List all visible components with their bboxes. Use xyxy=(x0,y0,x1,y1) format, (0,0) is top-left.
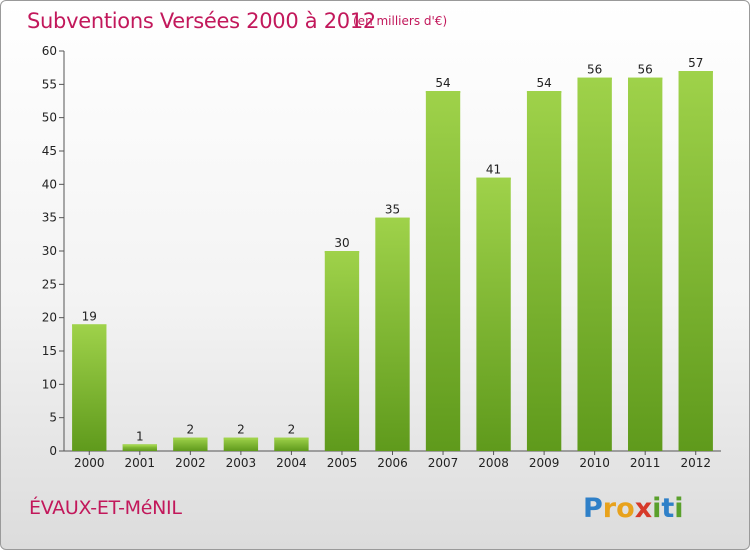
proxiti-logo: Proxiti xyxy=(581,488,691,528)
data-labels: 19 1 2 2 2 30 35 54 41 54 56 56 57 xyxy=(82,56,704,443)
bar-highlight xyxy=(122,444,157,447)
data-label: 57 xyxy=(688,56,703,70)
data-label: 54 xyxy=(536,76,551,90)
bar-highlight xyxy=(72,324,107,327)
data-label: 2 xyxy=(237,423,245,437)
bar xyxy=(628,77,663,452)
y-tick-label: 0 xyxy=(49,444,57,458)
y-tick-label: 25 xyxy=(42,277,57,291)
y-tick-label: 15 xyxy=(42,344,57,358)
bar-highlight xyxy=(223,437,259,440)
bars xyxy=(72,71,713,452)
y-tick-label: 60 xyxy=(42,44,57,58)
y-tick-label: 45 xyxy=(42,144,57,158)
data-label: 56 xyxy=(587,63,602,77)
x-tick-label: 2007 xyxy=(428,456,459,470)
y-tick-label: 40 xyxy=(42,177,57,191)
y-tick-label: 5 xyxy=(49,411,57,425)
chart-subtitle: (en milliers d'€) xyxy=(353,14,448,28)
bar-highlight xyxy=(324,251,360,253)
x-tick-label: 2004 xyxy=(276,456,307,470)
bar xyxy=(324,251,360,451)
x-tick-label: 2003 xyxy=(226,456,257,470)
y-tick-label: 10 xyxy=(42,377,57,391)
x-tick-label: 2001 xyxy=(125,456,156,470)
data-label: 54 xyxy=(435,76,450,90)
x-tick-label: 2009 xyxy=(529,456,560,470)
bar-highlight xyxy=(577,77,612,80)
x-tick-label: 2011 xyxy=(630,456,661,470)
bar xyxy=(223,437,259,451)
bar xyxy=(678,71,713,451)
y-tick-label: 20 xyxy=(42,311,57,325)
data-label: 30 xyxy=(334,236,349,250)
y-tick-label: 50 xyxy=(42,111,57,125)
bar-highlight xyxy=(476,177,511,180)
bar xyxy=(425,91,461,451)
y-tick-label: 35 xyxy=(42,211,57,225)
bar-highlight xyxy=(375,217,410,220)
commune-name: ÉVAUX-ET-MéNIL xyxy=(29,497,182,519)
x-tick-label: 2005 xyxy=(327,456,358,470)
data-label: 56 xyxy=(638,63,653,77)
data-label: 19 xyxy=(82,309,97,323)
bar-highlight xyxy=(274,437,309,440)
data-label: 35 xyxy=(385,203,400,217)
bar xyxy=(122,444,157,451)
bar xyxy=(173,437,208,451)
bar-highlight xyxy=(628,77,663,80)
x-tick-label: 2002 xyxy=(175,456,206,470)
data-label: 41 xyxy=(486,163,501,177)
bar xyxy=(72,324,107,451)
data-label: 2 xyxy=(187,423,195,437)
bar xyxy=(274,437,309,451)
axes: 0 5 10 15 20 25 30 35 40 45 50 55 60 2000 2001 2002 2003… xyxy=(42,44,721,470)
x-tick-label: 2012 xyxy=(680,456,711,470)
bar xyxy=(375,217,410,451)
bar xyxy=(577,77,612,452)
bar-highlight xyxy=(425,91,461,93)
bar xyxy=(526,91,562,451)
x-tick-label: 2000 xyxy=(74,456,105,470)
bar-highlight xyxy=(173,437,208,440)
y-tick-label: 30 xyxy=(42,244,57,258)
chart-title: Subventions Versées 2000 à 2012 xyxy=(27,9,376,33)
data-label: 1 xyxy=(136,429,144,443)
x-tick-label: 2010 xyxy=(579,456,610,470)
y-tick-label: 55 xyxy=(42,77,57,91)
bar xyxy=(476,177,511,451)
x-tick-label: 2006 xyxy=(377,456,408,470)
svg-text:Proxiti: Proxiti xyxy=(583,493,684,524)
bar-highlight xyxy=(526,91,562,93)
bar-highlight xyxy=(678,71,713,73)
data-label: 2 xyxy=(288,423,296,437)
x-tick-label: 2008 xyxy=(478,456,509,470)
